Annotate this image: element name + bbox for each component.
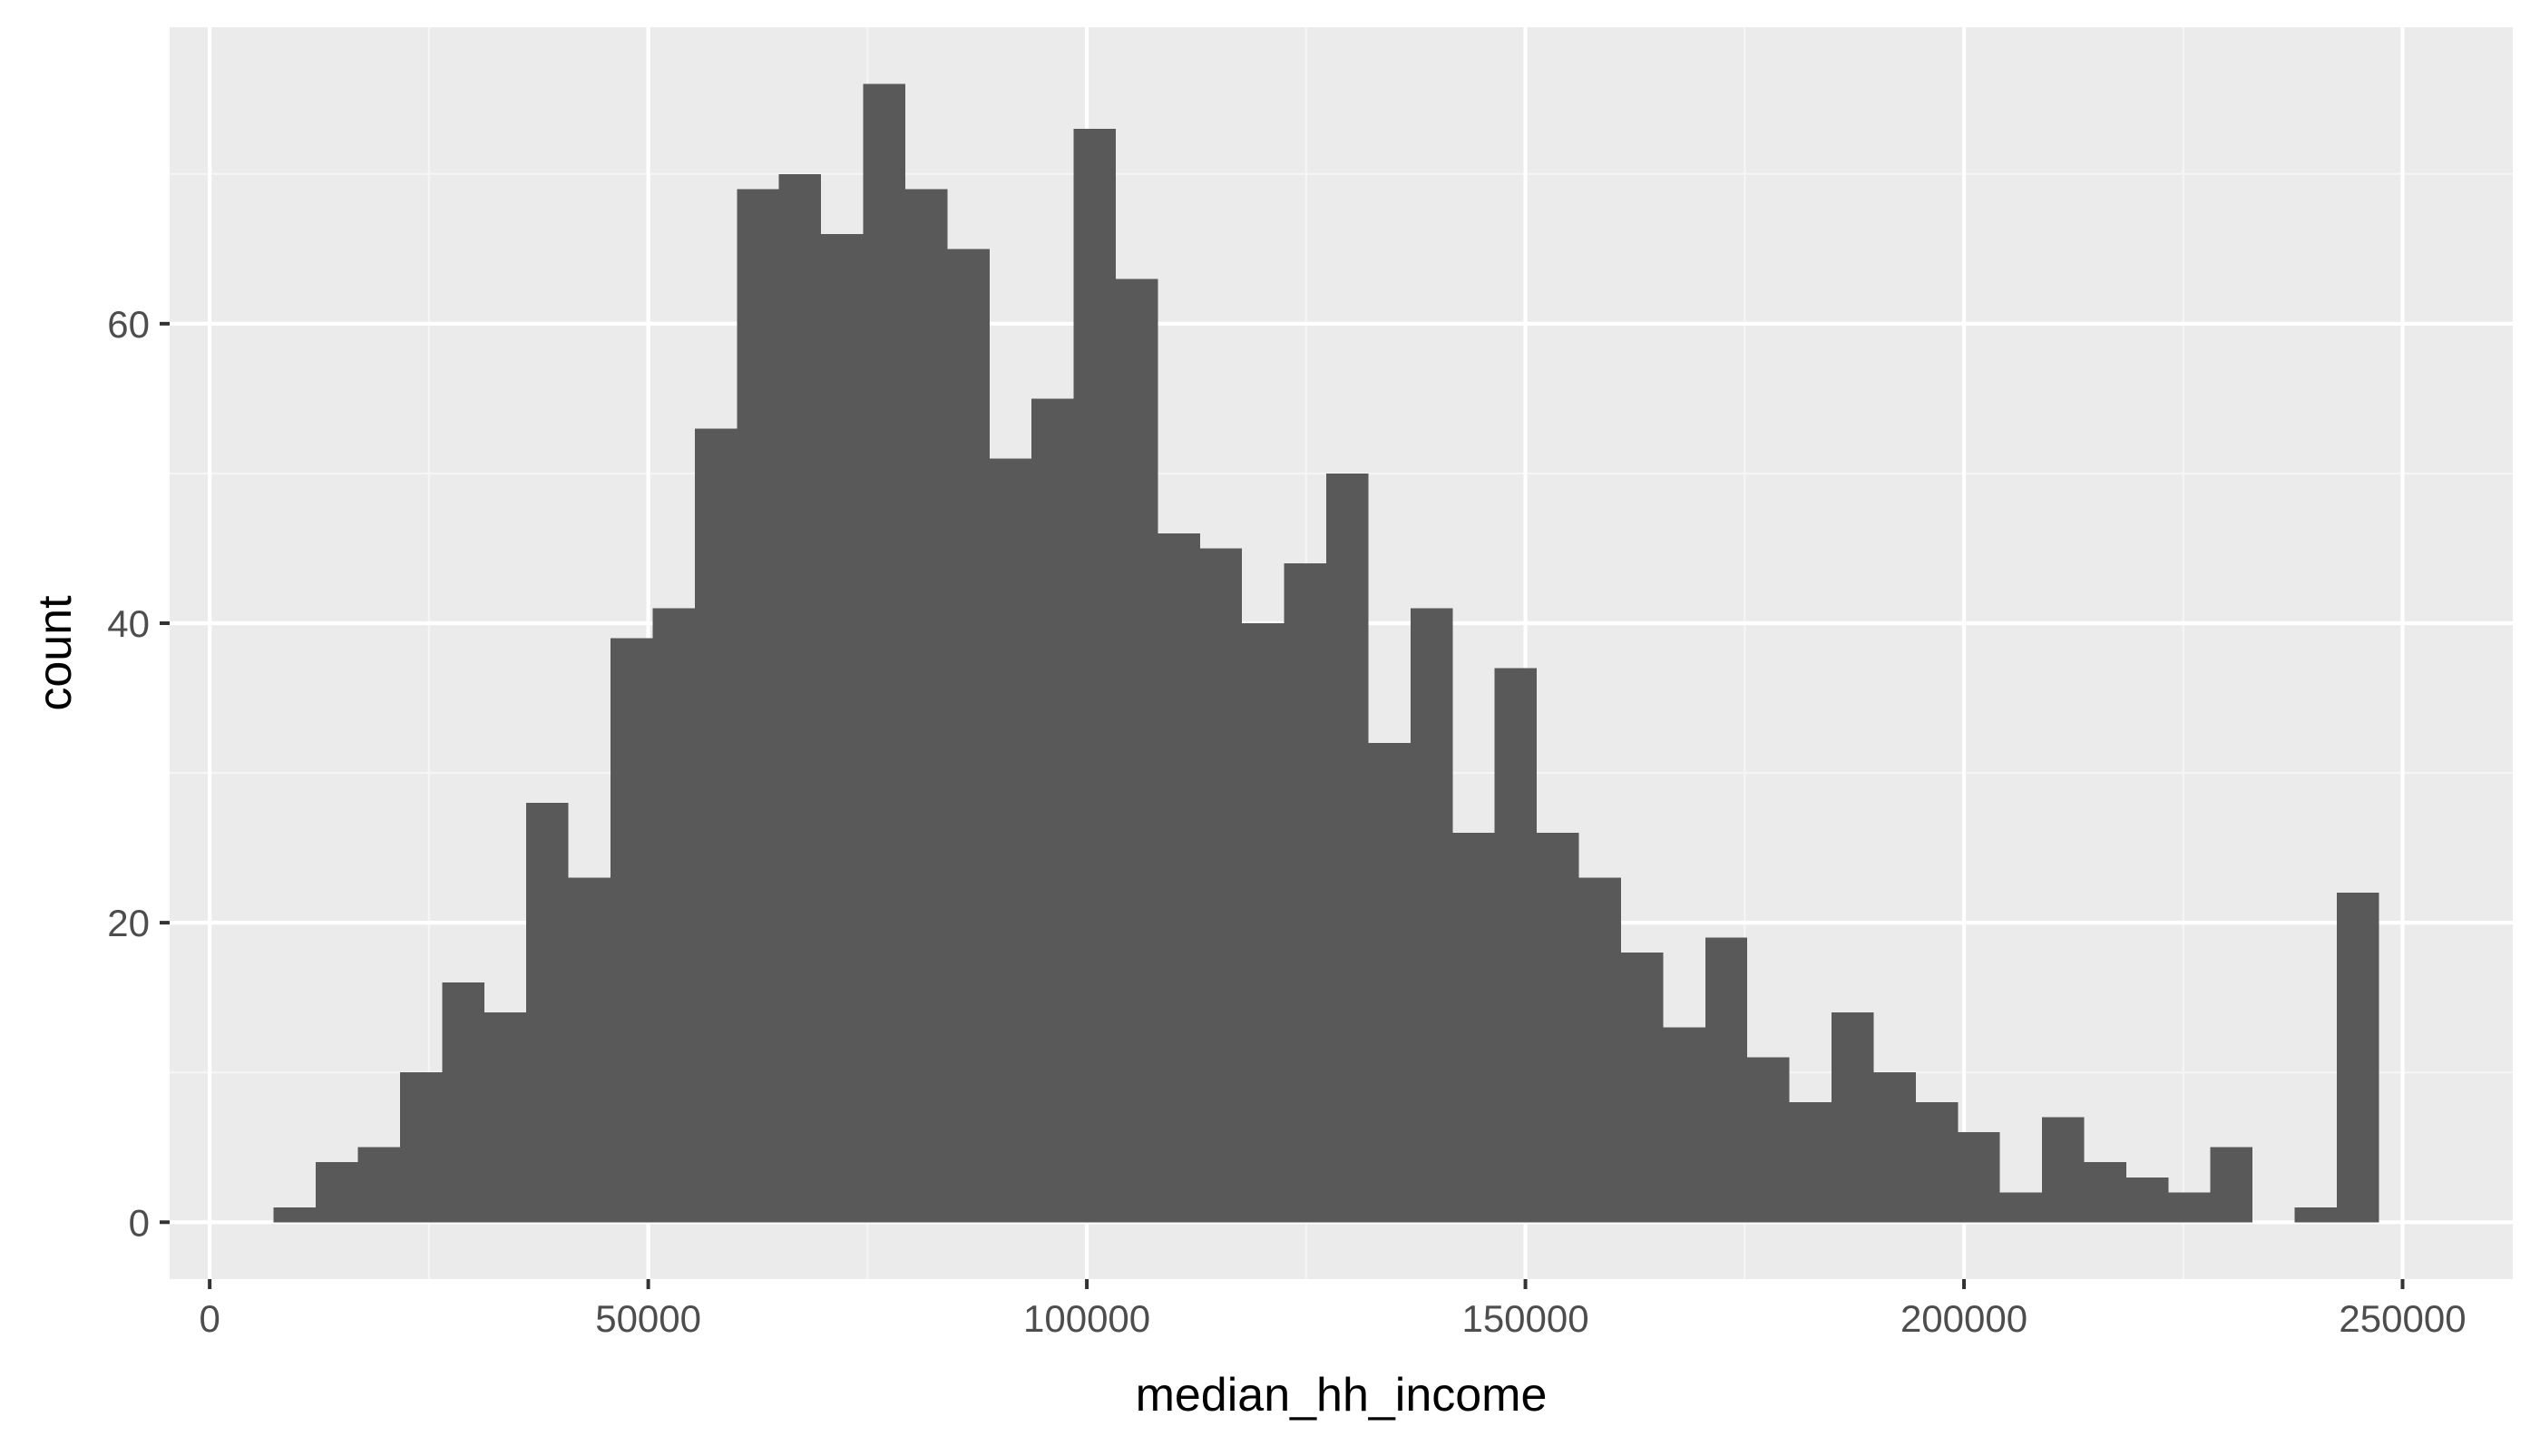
x-axis: 0 50000 100000 150000 200000 250000 [199, 1279, 2467, 1340]
histogram-bar [1073, 129, 1116, 1223]
histogram-bars [273, 83, 2379, 1223]
y-tick-label: 0 [129, 1201, 150, 1244]
histogram-bar [399, 1072, 443, 1223]
histogram-bar [904, 189, 948, 1223]
histogram-bar [2336, 893, 2379, 1223]
histogram-bar [2125, 1177, 2169, 1223]
histogram-bar [1873, 1072, 1916, 1223]
histogram-bar [1115, 278, 1158, 1223]
histogram-bar [357, 1147, 400, 1223]
y-tick-label: 20 [107, 902, 150, 944]
histogram-bar [1537, 833, 1579, 1223]
y-axis: 0 20 40 60 [107, 303, 170, 1244]
histogram-bar [442, 982, 484, 1223]
histogram-bar [2210, 1147, 2253, 1223]
histogram-bar [1199, 548, 1243, 1223]
histogram-bar [526, 803, 569, 1223]
x-tick-label: 250000 [2339, 1297, 2466, 1340]
x-tick-label: 100000 [1023, 1297, 1150, 1340]
histogram-bar [947, 249, 990, 1223]
histogram-bar [1242, 622, 1285, 1223]
histogram-bar [989, 458, 1032, 1223]
histogram-bar [821, 233, 864, 1223]
histogram-bar [1999, 1192, 2043, 1223]
histogram-bar [1705, 937, 1748, 1223]
histogram-bar [778, 173, 822, 1223]
histogram-bar [273, 1207, 317, 1223]
histogram-bar [1578, 877, 1621, 1223]
histogram-bar [1158, 533, 1200, 1223]
histogram-bar [1494, 668, 1538, 1223]
histogram-bar [1958, 1132, 2000, 1223]
histogram-bar [2168, 1192, 2211, 1223]
histogram-bar [1452, 833, 1495, 1223]
histogram-bar [1663, 1027, 1705, 1223]
y-tick-label: 60 [107, 303, 150, 346]
histogram-bar [694, 428, 738, 1223]
y-axis-title: count [29, 595, 82, 711]
histogram-bar [611, 638, 653, 1223]
histogram-bar [863, 83, 905, 1223]
histogram-bar [1410, 608, 1453, 1223]
histogram-bar [1368, 743, 1411, 1223]
histogram-bar [1031, 398, 1074, 1223]
histogram-bar [2084, 1162, 2126, 1223]
histogram-bar [1832, 1012, 1874, 1223]
x-tick-label: 150000 [1461, 1297, 1588, 1340]
histogram-bar [1789, 1102, 1832, 1223]
histogram-bar [568, 877, 611, 1223]
histogram-bar [316, 1162, 358, 1223]
x-axis-title: median_hh_income [1136, 1369, 1548, 1422]
histogram-bar [484, 1012, 527, 1223]
histogram-bar [2294, 1207, 2337, 1223]
histogram-bar [1915, 1102, 1959, 1223]
x-tick-label: 0 [199, 1297, 220, 1340]
histogram-bar [737, 189, 779, 1223]
x-tick-label: 200000 [1900, 1297, 2027, 1340]
histogram-bar [1326, 473, 1369, 1223]
histogram-bar [1620, 953, 1664, 1223]
y-tick-label: 40 [107, 602, 150, 645]
histogram-bar [652, 608, 695, 1223]
histogram-bar [1284, 562, 1327, 1223]
histogram-bar [2042, 1117, 2085, 1223]
histogram-bar [1747, 1057, 1790, 1223]
x-tick-label: 50000 [595, 1297, 701, 1340]
